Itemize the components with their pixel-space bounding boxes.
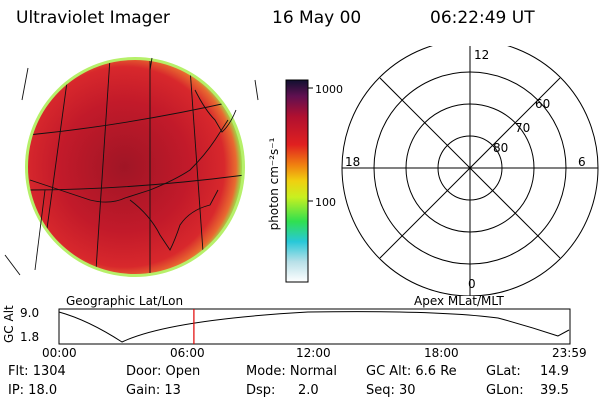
- mlt-label-12: 12: [474, 48, 489, 62]
- altitude-curve: [58, 311, 570, 343]
- dsp-value: 2.0: [298, 383, 319, 398]
- coastlines: [4, 79, 259, 276]
- timeline-x-tick-2: 12:00: [296, 346, 331, 360]
- timeline-plot: [58, 308, 571, 345]
- colorbar-scale: [285, 79, 309, 283]
- glon-value: 39.5: [540, 383, 569, 398]
- earth-image: [4, 57, 259, 277]
- timeline-left-title: Geographic Lat/Lon: [66, 294, 184, 308]
- lat-label-80: 80: [493, 141, 508, 155]
- sequence-number: Seq: 30: [366, 383, 416, 398]
- gc-altitude: GC Alt: 6.6 Re: [366, 364, 457, 379]
- mlt-label-18: 18: [345, 155, 360, 169]
- glat-label: GLat:: [486, 364, 521, 379]
- colorbar-unit-label: photon cm⁻²s⁻¹: [267, 137, 281, 230]
- timeline-x-tick-0: 00:00: [42, 346, 77, 360]
- timeline-y-label: GC Alt: [2, 305, 16, 343]
- flight-number: Flt: 1304: [8, 364, 66, 379]
- timeline-y-tick-min: 1.8: [20, 330, 40, 344]
- ip-value: IP: 18.0: [8, 383, 58, 398]
- colorbar-tick-1000: 1000: [315, 83, 343, 96]
- mlt-label-0: 0: [468, 277, 476, 291]
- mlt-label-6: 6: [578, 155, 586, 169]
- timeline-right-title: Apex MLat/MLT: [414, 294, 504, 308]
- timeline-frame: [58, 308, 571, 345]
- timeline-y-tick-max: 9.0: [20, 306, 40, 320]
- timeline-x-tick-3: 18:00: [424, 346, 459, 360]
- gain-value: Gain: 13: [126, 383, 181, 398]
- graticule-outside: [21, 57, 153, 101]
- mode-status: Mode: Normal: [246, 364, 337, 379]
- time-label: 06:22:49 UT: [430, 8, 535, 28]
- date-label: 16 May 00: [272, 8, 362, 28]
- timeline-x-tick-1: 06:00: [170, 346, 205, 360]
- door-status: Door: Open: [126, 364, 201, 379]
- polar-plot: 12 18 6 0 60 70 80: [341, 46, 599, 296]
- lat-label-60: 60: [535, 97, 550, 111]
- lat-label-70: 70: [515, 121, 530, 135]
- timeline-x-tick-4: 23:59: [552, 346, 587, 360]
- colorbar: 1000 100 photon cm⁻²s⁻¹: [267, 79, 343, 283]
- glat-value: 14.9: [540, 364, 569, 379]
- glon-label: GLon:: [486, 383, 524, 398]
- earth-disk: [28, 60, 242, 274]
- instrument-title: Ultraviolet Imager: [16, 8, 170, 28]
- dsp-label: Dsp:: [246, 383, 276, 398]
- colorbar-tick-100: 100: [315, 196, 336, 209]
